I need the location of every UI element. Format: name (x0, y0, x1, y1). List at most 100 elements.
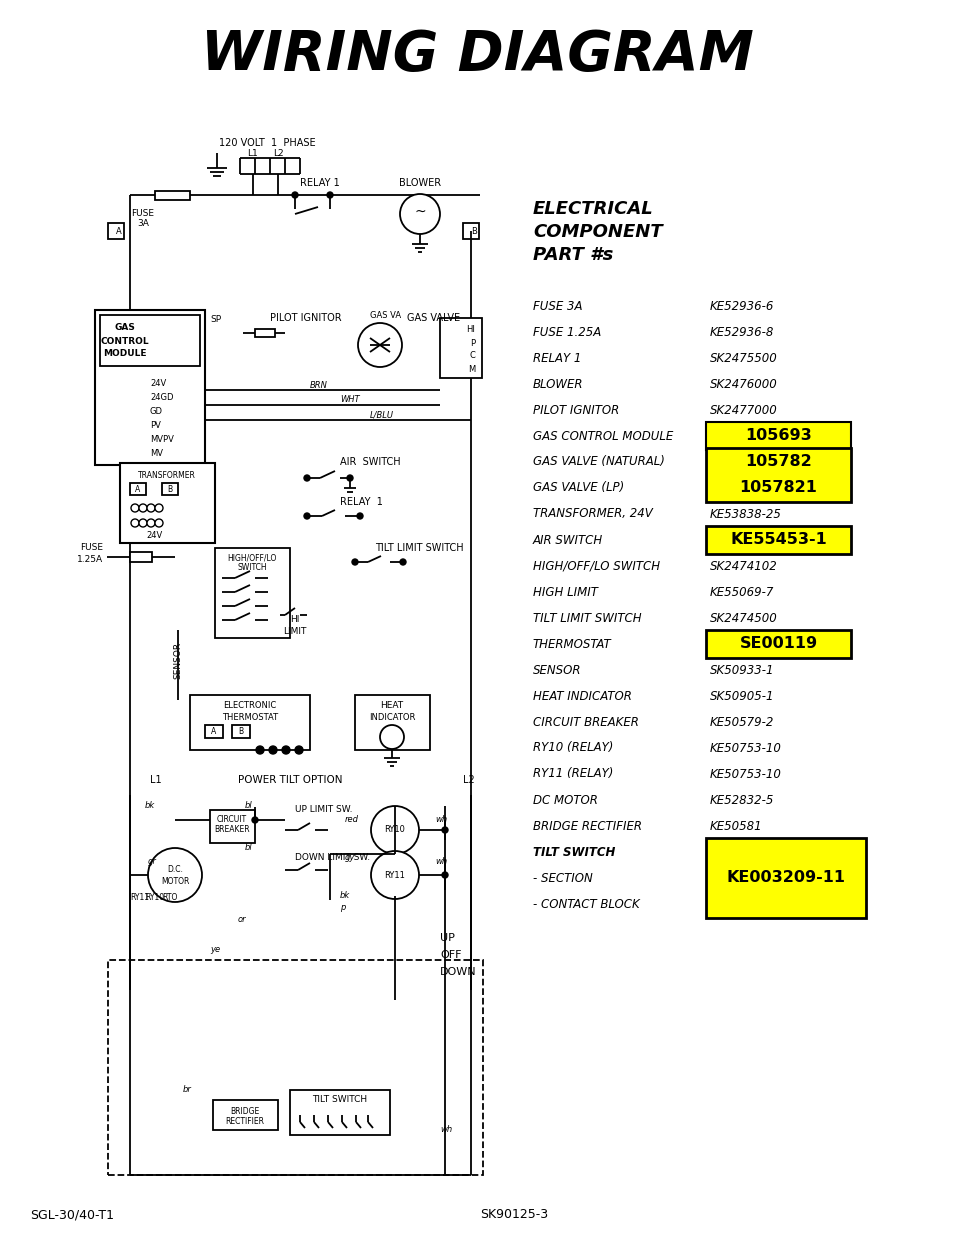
Text: DOWN: DOWN (439, 967, 476, 977)
Bar (130, 552, 152, 562)
Text: br: br (183, 1086, 192, 1094)
Text: SK50905-1: SK50905-1 (709, 689, 774, 703)
Circle shape (347, 475, 353, 480)
Text: SK2476000: SK2476000 (709, 378, 777, 390)
Text: B: B (238, 726, 243, 736)
Text: MVPV: MVPV (150, 435, 173, 443)
Text: 105782: 105782 (744, 454, 811, 469)
Text: D.C.: D.C. (167, 866, 183, 874)
Text: CONTROL: CONTROL (101, 336, 150, 346)
Text: L2: L2 (273, 149, 283, 158)
Bar (439, 317, 481, 378)
Circle shape (269, 746, 276, 755)
Text: FUSE 3A: FUSE 3A (533, 300, 582, 312)
Text: KE52936-8: KE52936-8 (709, 326, 774, 338)
Bar (355, 695, 430, 750)
Circle shape (139, 504, 147, 513)
Text: HI: HI (466, 326, 475, 335)
Text: gr: gr (148, 857, 156, 867)
Text: HIGH LIMIT: HIGH LIMIT (533, 585, 598, 599)
Text: KE55069-7: KE55069-7 (709, 585, 774, 599)
Text: 1.25A: 1.25A (77, 556, 103, 564)
Text: KE53838-25: KE53838-25 (709, 508, 781, 520)
Text: WHT: WHT (339, 395, 359, 405)
Circle shape (327, 191, 333, 198)
Bar (210, 810, 254, 844)
Text: CIRCUIT: CIRCUIT (216, 815, 247, 824)
Circle shape (399, 194, 439, 233)
Circle shape (147, 519, 154, 527)
Text: KE003209-11: KE003209-11 (726, 871, 844, 885)
Text: GAS VALVE: GAS VALVE (407, 312, 459, 324)
Bar (462, 224, 478, 240)
Text: GAS CONTROL MODULE: GAS CONTROL MODULE (533, 430, 673, 442)
Circle shape (147, 504, 154, 513)
Text: RELAY 1: RELAY 1 (533, 352, 580, 364)
Text: 120 VOLT  1  PHASE: 120 VOLT 1 PHASE (218, 138, 315, 148)
Text: RY10: RY10 (384, 825, 405, 835)
Text: TRANSFORMER: TRANSFORMER (138, 471, 195, 479)
Bar (95, 310, 205, 466)
Text: bl: bl (245, 800, 253, 809)
Text: wh: wh (439, 1125, 452, 1135)
Text: SE00119: SE00119 (739, 636, 817, 652)
Text: L2: L2 (462, 776, 475, 785)
Text: SENSOR: SENSOR (533, 663, 581, 677)
Text: KE50753-10: KE50753-10 (709, 741, 781, 755)
Text: BREAKER: BREAKER (214, 825, 250, 835)
Text: HIGH/OFF/LO SWITCH: HIGH/OFF/LO SWITCH (533, 559, 659, 573)
Text: bk: bk (339, 890, 350, 899)
Circle shape (139, 519, 147, 527)
Text: POWER TILT OPTION: POWER TILT OPTION (237, 776, 342, 785)
Bar (705, 422, 850, 450)
Text: OFF: OFF (439, 950, 461, 960)
Text: DOWN LIMIT SW.: DOWN LIMIT SW. (294, 853, 370, 862)
Circle shape (148, 848, 202, 902)
Circle shape (379, 725, 403, 748)
Circle shape (255, 746, 264, 755)
Text: PILOT IGNITOR: PILOT IGNITOR (533, 404, 618, 416)
Text: FUSE: FUSE (80, 543, 103, 552)
Circle shape (131, 504, 139, 513)
Text: HEAT INDICATOR: HEAT INDICATOR (533, 689, 631, 703)
Text: L1: L1 (248, 149, 258, 158)
Text: 1057821: 1057821 (739, 480, 817, 495)
Text: A: A (212, 726, 216, 736)
Bar (108, 224, 124, 240)
Bar (290, 1091, 390, 1135)
Text: or: or (237, 915, 247, 925)
Text: SGL-30/40-T1: SGL-30/40-T1 (30, 1209, 113, 1221)
Text: KE50579-2: KE50579-2 (709, 715, 774, 729)
Text: bl: bl (245, 844, 253, 852)
Text: SK2474500: SK2474500 (709, 611, 777, 625)
Bar (254, 329, 274, 337)
Text: L/BLU: L/BLU (370, 410, 394, 420)
Text: bk: bk (145, 800, 155, 809)
Text: 24GD: 24GD (150, 393, 173, 401)
Text: BRN: BRN (310, 380, 328, 389)
Text: LIMIT: LIMIT (283, 627, 306, 636)
Bar (120, 463, 214, 543)
Text: MV: MV (150, 448, 163, 457)
Text: GAS VALVE (NATURAL): GAS VALVE (NATURAL) (533, 456, 664, 468)
Text: TILT SWITCH: TILT SWITCH (533, 846, 615, 858)
Text: GD: GD (150, 406, 163, 415)
Text: ye: ye (210, 946, 220, 955)
Circle shape (154, 504, 163, 513)
Text: AIR  SWITCH: AIR SWITCH (339, 457, 400, 467)
Text: WIRING DIAGRAM: WIRING DIAGRAM (200, 28, 753, 82)
Bar (130, 483, 146, 495)
Text: 3A: 3A (137, 220, 149, 228)
Text: DC MOTOR: DC MOTOR (533, 794, 598, 806)
Circle shape (282, 746, 290, 755)
Text: KE50753-10: KE50753-10 (709, 767, 781, 781)
Text: 24V: 24V (147, 531, 163, 540)
Text: B: B (168, 484, 172, 494)
Bar (205, 725, 223, 739)
Text: MODULE: MODULE (103, 350, 147, 358)
Text: TRANSFORMER, 24V: TRANSFORMER, 24V (533, 508, 652, 520)
Circle shape (304, 475, 310, 480)
Text: THERMOSTAT: THERMOSTAT (533, 637, 611, 651)
Circle shape (352, 559, 357, 564)
Text: ~: ~ (414, 205, 425, 219)
